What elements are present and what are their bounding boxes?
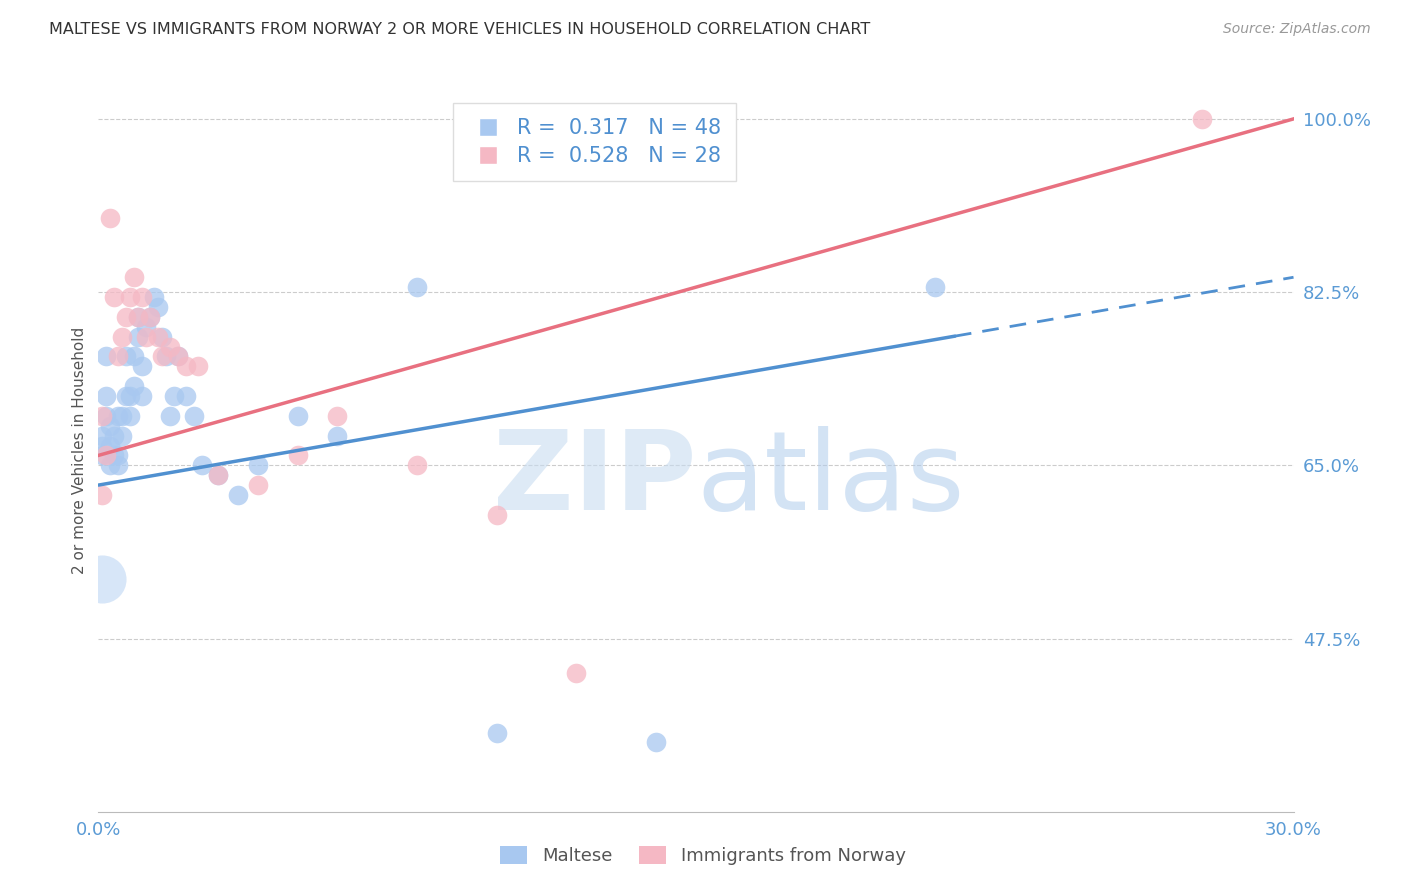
Point — [96, 389, 118, 403]
Point — [174, 389, 197, 403]
Point — [246, 478, 269, 492]
Point — [115, 350, 138, 364]
Point — [127, 329, 149, 343]
Point — [139, 310, 162, 324]
Y-axis label: 2 or more Vehicles in Household: 2 or more Vehicles in Household — [72, 326, 87, 574]
Point — [124, 270, 146, 285]
Point — [98, 458, 122, 473]
Point — [143, 290, 166, 304]
Point — [150, 350, 173, 364]
Point — [183, 409, 205, 423]
Text: Source: ZipAtlas.com: Source: ZipAtlas.com — [1223, 22, 1371, 37]
Point — [148, 329, 170, 343]
Point — [96, 350, 118, 364]
Point — [91, 428, 114, 442]
Point — [120, 409, 142, 423]
Point — [96, 449, 118, 463]
Point — [115, 389, 138, 403]
Point — [159, 339, 181, 353]
Point — [111, 428, 134, 442]
Point — [485, 508, 508, 522]
Point — [167, 350, 190, 364]
Point — [103, 449, 125, 463]
Point — [226, 488, 249, 502]
Point — [98, 418, 122, 433]
Point — [131, 389, 153, 403]
Text: MALTESE VS IMMIGRANTS FROM NORWAY 2 OR MORE VEHICLES IN HOUSEHOLD CORRELATION CH: MALTESE VS IMMIGRANTS FROM NORWAY 2 OR M… — [49, 22, 870, 37]
Point — [135, 329, 157, 343]
Point — [187, 359, 209, 374]
Point — [150, 329, 173, 343]
Point — [107, 458, 129, 473]
Legend: Maltese, Immigrants from Norway: Maltese, Immigrants from Norway — [494, 839, 912, 872]
Point — [103, 290, 125, 304]
Point — [98, 211, 122, 225]
Point — [207, 468, 229, 483]
Point — [107, 449, 129, 463]
Text: atlas: atlas — [696, 425, 965, 533]
Point — [139, 310, 162, 324]
Legend: R =  0.317   N = 48, R =  0.528   N = 28: R = 0.317 N = 48, R = 0.528 N = 28 — [453, 103, 735, 181]
Point — [246, 458, 269, 473]
Point — [645, 735, 668, 749]
Point — [131, 290, 153, 304]
Point — [127, 310, 149, 324]
Point — [155, 350, 177, 364]
Point — [135, 319, 157, 334]
Point — [131, 359, 153, 374]
Point — [124, 379, 146, 393]
Point — [107, 409, 129, 423]
Point — [485, 725, 508, 739]
Point — [163, 389, 186, 403]
Point — [1191, 112, 1213, 126]
Point — [120, 290, 142, 304]
Text: ZIP: ZIP — [492, 425, 696, 533]
Point — [287, 409, 309, 423]
Point — [91, 449, 114, 463]
Point — [91, 572, 114, 586]
Point — [91, 438, 114, 452]
Point — [167, 350, 190, 364]
Point — [107, 350, 129, 364]
Point — [127, 310, 149, 324]
Point — [111, 409, 134, 423]
Point — [174, 359, 197, 374]
Point — [406, 458, 429, 473]
Point — [326, 409, 349, 423]
Point — [148, 300, 170, 314]
Point — [287, 449, 309, 463]
Point — [326, 428, 349, 442]
Point — [924, 280, 946, 294]
Point — [124, 350, 146, 364]
Point — [91, 409, 114, 423]
Point — [120, 389, 142, 403]
Point — [406, 280, 429, 294]
Point — [98, 438, 122, 452]
Point — [565, 666, 588, 681]
Point — [111, 329, 134, 343]
Point — [115, 310, 138, 324]
Point — [96, 409, 118, 423]
Point — [91, 488, 114, 502]
Point — [191, 458, 214, 473]
Point — [103, 428, 125, 442]
Point — [207, 468, 229, 483]
Point — [159, 409, 181, 423]
